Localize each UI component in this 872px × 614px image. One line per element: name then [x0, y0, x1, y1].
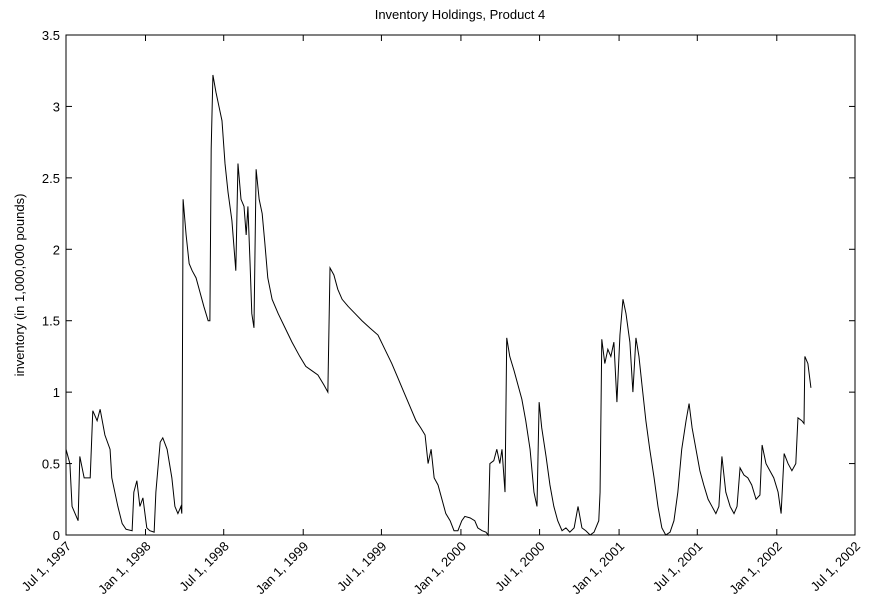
y-tick-label: 3.5: [42, 28, 60, 43]
data-line: [65, 74, 812, 537]
y-tick-label: 1.5: [42, 314, 60, 329]
chart-title: Inventory Holdings, Product 4: [375, 7, 546, 22]
y-axis-label: inventory (in 1,000,000 pounds): [12, 194, 27, 377]
y-tick-label: 1: [53, 385, 60, 400]
y-tick-label: 0: [53, 528, 60, 543]
y-tick-label: 2: [53, 242, 60, 257]
y-tick-label: 0.5: [42, 457, 60, 472]
y-tick-label: 2.5: [42, 171, 60, 186]
y-tick-label: 3: [53, 99, 60, 114]
